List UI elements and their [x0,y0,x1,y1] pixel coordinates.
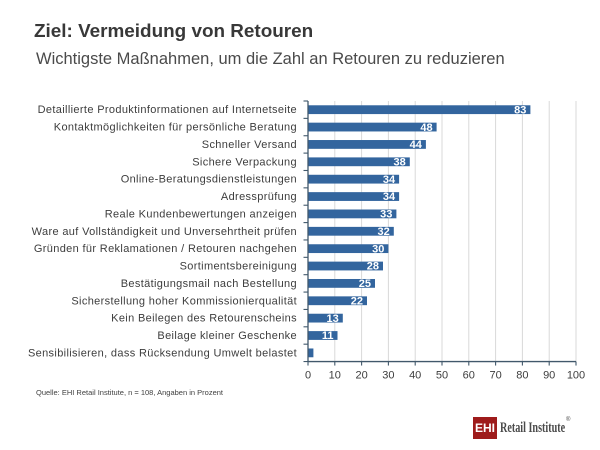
svg-text:Beilage kleiner Geschenke: Beilage kleiner Geschenke [157,330,297,342]
svg-text:Sensibilisieren, dass Rücksend: Sensibilisieren, dass Rücksendung Umwelt… [28,347,297,359]
svg-text:50: 50 [436,370,448,382]
svg-text:80: 80 [516,370,528,382]
svg-text:32: 32 [378,226,390,238]
svg-text:90: 90 [543,370,555,382]
svg-text:22: 22 [351,295,363,307]
svg-text:38: 38 [394,157,406,169]
svg-text:Sortimentsbereinigung: Sortimentsbereinigung [180,261,297,273]
svg-text:Adressprüfung: Adressprüfung [221,191,297,203]
svg-text:30: 30 [382,370,394,382]
svg-text:Kein Beilegen des Retourensche: Kein Beilegen des Retourenscheins [111,313,297,325]
svg-text:11: 11 [322,330,334,342]
svg-text:25: 25 [359,278,371,290]
svg-text:Sicherstellung hoher Kommissio: Sicherstellung hoher Kommissionierqualit… [71,295,297,307]
svg-text:60: 60 [463,370,475,382]
svg-text:Online-Beratungsdienstleistung: Online-Beratungsdienstleistungen [121,174,297,186]
svg-text:Bestätigungsmail nach Bestellu: Bestätigungsmail nach Bestellung [121,278,297,290]
svg-text:28: 28 [367,261,379,273]
svg-text:Kontaktmöglichkeiten für persö: Kontaktmöglichkeiten für persönliche Ber… [54,122,297,134]
svg-text:Gründen für Reklamationen / Re: Gründen für Reklamationen / Retouren nac… [34,243,297,255]
svg-text:Ware auf Vollständigkeit und U: Ware auf Vollständigkeit und Unversehrth… [32,226,297,238]
svg-text:30: 30 [372,243,384,255]
svg-text:10: 10 [329,370,341,382]
svg-text:70: 70 [489,370,501,382]
svg-text:Detaillierte Produktinformatio: Detaillierte Produktinformationen auf In… [38,104,297,116]
svg-text:0: 0 [305,370,311,382]
svg-text:Schneller Versand: Schneller Versand [202,139,297,151]
svg-text:34: 34 [383,191,396,203]
svg-text:100: 100 [567,370,585,382]
svg-text:13: 13 [327,313,339,325]
svg-text:83: 83 [514,104,526,116]
svg-text:40: 40 [409,370,421,382]
svg-text:20: 20 [355,370,367,382]
svg-text:Reale Kundenbewertungen anzeig: Reale Kundenbewertungen anzeigen [105,208,297,220]
svg-text:33: 33 [380,209,392,221]
svg-text:48: 48 [420,122,432,134]
svg-text:34: 34 [383,174,396,186]
svg-text:Sichere Verpackung: Sichere Verpackung [192,156,297,168]
svg-text:44: 44 [410,139,423,151]
